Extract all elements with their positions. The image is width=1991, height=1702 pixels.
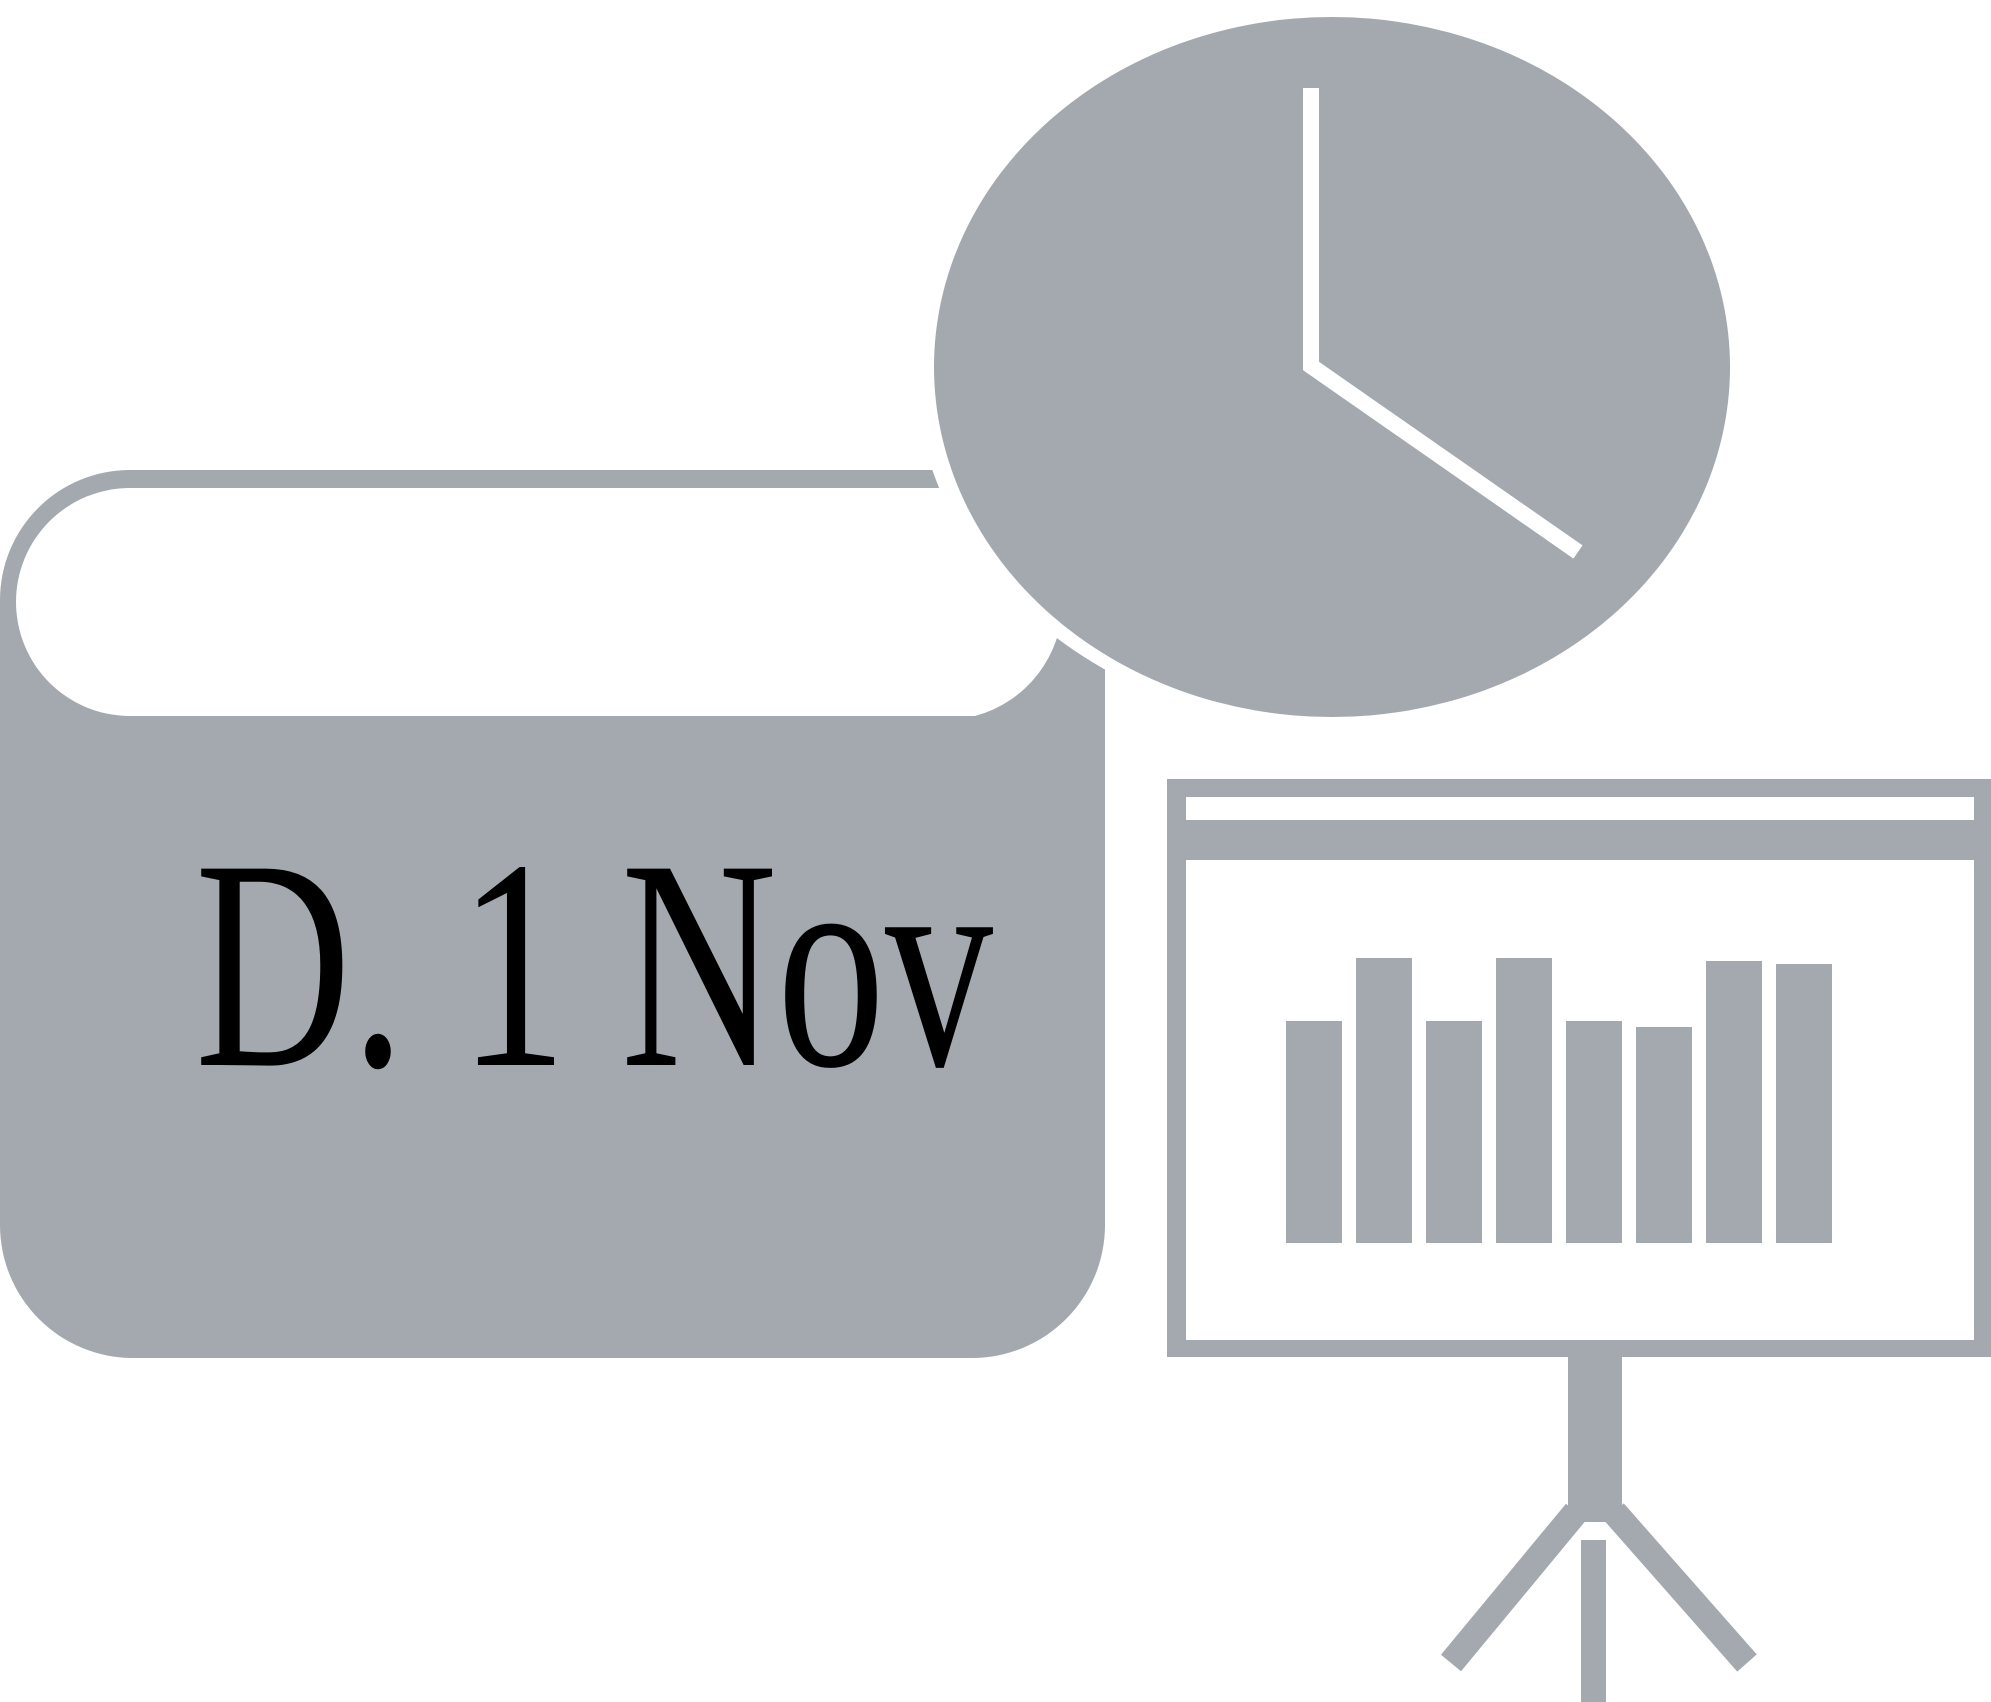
chart-bar xyxy=(1636,1027,1692,1243)
chart-bar xyxy=(1776,964,1832,1243)
chart-bar xyxy=(1356,958,1412,1243)
calendar-icon: D. 1 Nov xyxy=(0,470,1105,1358)
chart-bar xyxy=(1566,1021,1622,1243)
presentation-board-icon xyxy=(1167,779,1991,1702)
calendar-date-label: D. 1 Nov xyxy=(195,798,993,1131)
chart-bar xyxy=(1706,961,1762,1243)
chart-bar xyxy=(1496,958,1552,1243)
chart-bar xyxy=(1286,1021,1342,1243)
clock-icon xyxy=(915,7,1745,727)
clock-hands xyxy=(1303,88,1583,559)
chart-bar xyxy=(1426,1021,1482,1243)
